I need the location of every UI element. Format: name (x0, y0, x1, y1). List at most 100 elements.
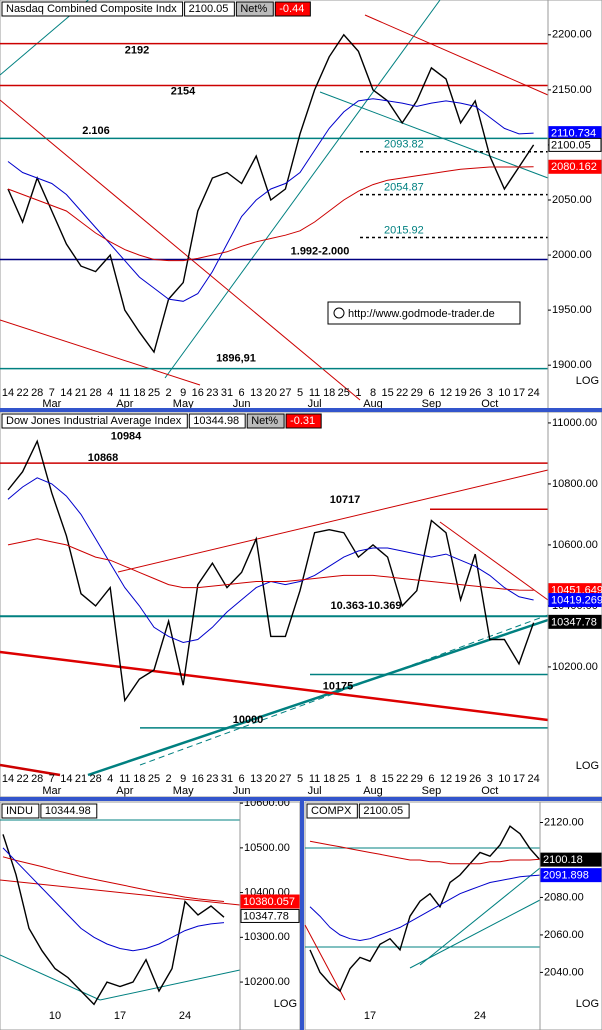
level-label: 10717 (330, 494, 361, 506)
header-box (285, 413, 322, 429)
x-tick-label: 31 (221, 773, 233, 785)
header-box (246, 413, 285, 429)
x-tick-label: 24 (179, 1010, 191, 1022)
month-label: Jul (308, 785, 322, 797)
trend-line (0, 99, 361, 401)
x-tick-label: 7 (49, 387, 55, 399)
plot-area (304, 801, 541, 1030)
level-label: 10000 (233, 714, 264, 726)
x-tick-label: 2 (166, 387, 172, 399)
trend-line (117, 469, 549, 573)
month-label: Jul (308, 398, 322, 410)
x-tick-label: 27 (279, 387, 291, 399)
x-tick-label: 10 (498, 387, 510, 399)
price-tag (540, 868, 602, 883)
x-tick-label: 29 (411, 773, 423, 785)
month-label: Sep (422, 398, 442, 410)
moving-average (2, 856, 225, 902)
price-tag (548, 593, 602, 608)
x-tick-label: 10 (498, 773, 510, 785)
x-tick-label: 21 (75, 773, 87, 785)
x-tick-label: 28 (31, 773, 43, 785)
watermark: http://www.godmode-trader.de (348, 308, 495, 320)
month-label: Aug (363, 398, 383, 410)
x-tick-label: 28 (89, 387, 101, 399)
x-tick-label: 18 (323, 387, 335, 399)
moving-average (7, 98, 534, 302)
plot-area (0, 411, 549, 798)
y-tick-label: 2040.00 (544, 966, 584, 978)
price-tag-label: 2080.162 (551, 161, 597, 173)
x-tick-label: 11 (309, 773, 320, 785)
price-tag-label: 2100.18 (543, 854, 583, 866)
axis-area (539, 801, 602, 1030)
axis-area (547, 0, 602, 411)
header-title: INDU (6, 805, 33, 817)
x-tick-label: 6 (239, 387, 245, 399)
month-label: May (173, 785, 194, 797)
x-tick-label: 4 (107, 387, 113, 399)
level-label: 10984 (111, 431, 142, 443)
scale-label: LOG (576, 760, 599, 772)
header-box (358, 803, 410, 819)
level-label: 10175 (323, 680, 354, 692)
header-net: -0.31 (290, 415, 315, 427)
y-tick-label: 2080.00 (544, 891, 584, 903)
x-tick-label: 17 (114, 1010, 126, 1022)
x-tick-label: 25 (148, 773, 160, 785)
level-label: 2093.82 (384, 139, 424, 151)
header-box (274, 1, 311, 17)
level-label: 2154 (171, 85, 196, 97)
header-last: 10344.98 (193, 415, 239, 427)
month-label: Jun (233, 785, 251, 797)
price-line (309, 825, 541, 993)
y-tick-label: 10600.00 (552, 539, 598, 551)
y-tick-label: 2120.00 (544, 816, 584, 828)
price-tag-label: 2100.05 (551, 139, 591, 151)
x-tick-label: 14 (60, 387, 72, 399)
header-last: 2100.05 (189, 3, 229, 15)
header-title: Nasdaq Combined Composite Indx (6, 3, 177, 15)
plot-area (0, 801, 241, 1030)
x-tick-label: 13 (250, 773, 262, 785)
header-title: Dow Jones Industrial Average Index (6, 415, 182, 427)
month-label: Sep (422, 785, 442, 797)
moving-average (7, 166, 534, 262)
x-tick-label: 18 (133, 387, 145, 399)
header-box (184, 1, 235, 17)
x-tick-label: 25 (338, 773, 350, 785)
x-tick-label: 14 (2, 387, 14, 399)
x-tick-label: 23 (206, 387, 218, 399)
price-tag-label: 10419.269 (551, 594, 602, 606)
price-tag (548, 159, 602, 174)
x-tick-label: 6 (428, 387, 434, 399)
trend-line (164, 0, 441, 379)
watermark-icon (333, 307, 345, 319)
x-tick-label: 21 (75, 387, 87, 399)
header-title: COMPX (311, 805, 352, 817)
price-tag (548, 614, 602, 629)
x-tick-label: 26 (469, 773, 481, 785)
month-label: Apr (116, 398, 133, 410)
scale-label: LOG (576, 375, 599, 387)
x-tick-label: 14 (2, 773, 14, 785)
x-tick-label: 14 (60, 773, 72, 785)
level-label: 2054.87 (384, 182, 424, 194)
month-label: Apr (116, 785, 133, 797)
trend-line (409, 899, 541, 969)
x-tick-label: 25 (148, 387, 160, 399)
trend-line (0, 879, 241, 906)
x-tick-label: 11 (309, 387, 320, 399)
header-box (1, 803, 40, 819)
x-tick-label: 15 (381, 773, 393, 785)
price-tag-label: 10347.78 (551, 616, 597, 628)
moving-average (7, 538, 534, 591)
trend-line (304, 924, 346, 1001)
price-line (2, 834, 225, 1006)
watermark-box (327, 301, 521, 325)
level-label: 2192 (125, 45, 149, 57)
month-label: Mar (42, 398, 61, 410)
trend-line (0, 319, 201, 386)
y-tick-label: 2000.00 (552, 249, 592, 261)
